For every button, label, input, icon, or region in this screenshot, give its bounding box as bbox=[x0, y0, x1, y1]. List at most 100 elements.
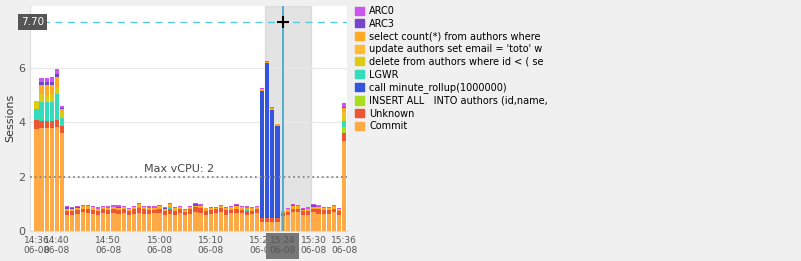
Bar bbox=[45, 78, 49, 82]
Bar bbox=[178, 209, 182, 213]
Bar bbox=[342, 116, 346, 121]
Bar bbox=[70, 208, 74, 209]
Bar bbox=[337, 208, 341, 209]
Bar bbox=[34, 101, 38, 109]
Bar bbox=[327, 214, 331, 231]
Bar bbox=[244, 209, 249, 211]
Text: Max vCPU: 2: Max vCPU: 2 bbox=[144, 164, 215, 174]
Bar bbox=[132, 209, 136, 214]
Bar bbox=[167, 214, 172, 231]
Bar bbox=[163, 209, 167, 211]
Bar bbox=[260, 88, 264, 89]
Bar bbox=[296, 205, 300, 206]
Bar bbox=[312, 209, 316, 212]
Bar bbox=[39, 85, 44, 94]
Bar bbox=[255, 209, 259, 213]
Bar bbox=[70, 207, 74, 208]
Bar bbox=[312, 207, 316, 209]
Bar bbox=[270, 218, 275, 222]
Bar bbox=[86, 209, 90, 213]
Bar bbox=[342, 141, 346, 231]
Bar bbox=[280, 216, 284, 231]
Bar bbox=[342, 112, 346, 116]
Bar bbox=[209, 214, 213, 231]
Bar bbox=[214, 206, 218, 208]
Bar bbox=[111, 205, 115, 207]
Bar bbox=[327, 210, 331, 214]
Bar bbox=[183, 209, 187, 210]
Bar bbox=[321, 207, 326, 208]
Bar bbox=[312, 205, 316, 207]
Bar bbox=[188, 207, 192, 209]
Bar bbox=[158, 206, 162, 209]
Bar bbox=[60, 109, 64, 112]
Bar bbox=[65, 206, 70, 207]
Bar bbox=[122, 213, 126, 231]
Bar bbox=[214, 213, 218, 231]
Bar bbox=[255, 207, 259, 209]
Bar bbox=[214, 208, 218, 210]
Bar bbox=[312, 212, 316, 231]
Bar bbox=[86, 206, 90, 209]
Bar bbox=[152, 213, 156, 231]
Bar bbox=[203, 215, 207, 231]
Bar bbox=[321, 215, 326, 231]
Bar bbox=[60, 126, 64, 133]
Bar bbox=[45, 85, 49, 95]
Bar bbox=[224, 210, 228, 215]
Bar bbox=[107, 210, 111, 214]
Bar bbox=[250, 214, 254, 231]
Bar bbox=[316, 214, 320, 231]
Bar bbox=[127, 211, 131, 215]
Bar bbox=[55, 94, 59, 120]
Bar bbox=[342, 103, 346, 107]
Bar bbox=[255, 205, 259, 207]
Bar bbox=[65, 215, 70, 231]
Bar bbox=[173, 207, 177, 208]
Bar bbox=[203, 209, 207, 211]
Bar bbox=[321, 208, 326, 210]
Bar bbox=[158, 209, 162, 213]
Bar bbox=[86, 205, 90, 206]
Bar bbox=[291, 204, 295, 205]
Bar bbox=[45, 95, 49, 102]
Bar bbox=[39, 102, 44, 121]
Bar bbox=[152, 207, 156, 210]
Bar bbox=[188, 214, 192, 231]
Bar bbox=[142, 214, 147, 231]
Bar bbox=[214, 210, 218, 213]
Bar bbox=[96, 207, 100, 209]
Bar bbox=[188, 206, 192, 207]
Bar bbox=[142, 206, 147, 207]
Bar bbox=[224, 215, 228, 231]
Bar bbox=[127, 215, 131, 231]
Bar bbox=[116, 208, 121, 210]
Bar bbox=[239, 213, 244, 231]
Bar bbox=[296, 209, 300, 212]
Bar bbox=[250, 207, 254, 208]
Bar bbox=[260, 89, 264, 91]
Bar bbox=[45, 121, 49, 128]
Bar bbox=[219, 208, 223, 212]
Bar bbox=[137, 212, 141, 231]
Bar bbox=[239, 207, 244, 210]
Bar bbox=[86, 213, 90, 231]
Bar bbox=[280, 213, 284, 216]
Bar bbox=[45, 82, 49, 85]
Bar bbox=[70, 209, 74, 211]
Bar bbox=[91, 207, 95, 210]
Bar bbox=[91, 210, 95, 214]
Text: 7.70: 7.70 bbox=[21, 17, 44, 27]
Bar bbox=[55, 74, 59, 77]
Bar bbox=[81, 205, 85, 206]
Bar bbox=[235, 213, 239, 231]
Bar bbox=[39, 128, 44, 231]
Bar bbox=[75, 206, 79, 207]
Bar bbox=[111, 207, 115, 209]
Bar bbox=[137, 207, 141, 208]
Bar bbox=[239, 206, 244, 207]
Bar bbox=[276, 124, 280, 126]
Bar bbox=[167, 209, 172, 214]
Bar bbox=[111, 213, 115, 231]
Bar bbox=[265, 218, 269, 222]
